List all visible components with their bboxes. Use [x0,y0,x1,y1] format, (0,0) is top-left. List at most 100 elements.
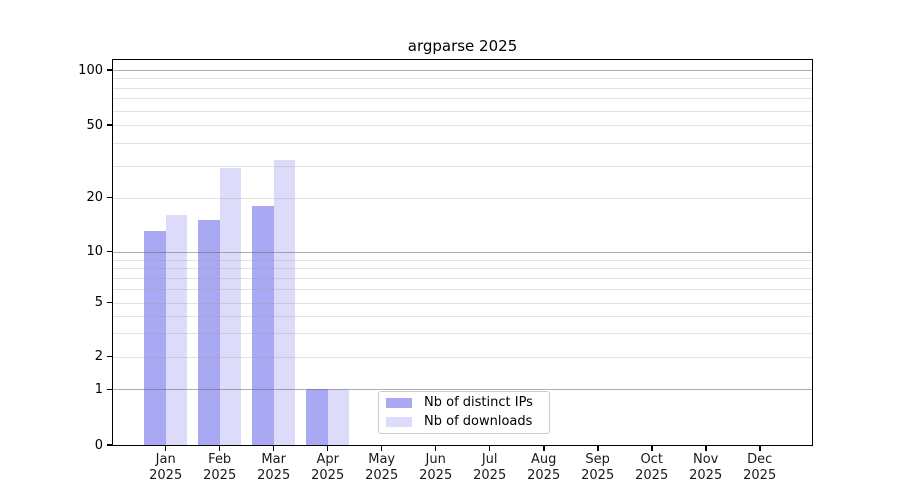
bar-downloads-apr [327,389,350,445]
gridline-major [113,251,812,253]
gridline-minor [113,142,812,144]
bar-distinct-ips-apr [306,389,328,445]
x-tick-month: Apr [316,452,339,467]
x-tick-month: Oct [640,452,663,467]
gridline-minor [113,259,812,261]
x-tick-year: 2025 [527,468,561,483]
x-tick-label: Aug 2025 [512,452,576,484]
legend: Nb of distinct IPs Nb of downloads [378,391,550,434]
y-tick-label: 10 [86,244,103,260]
legend-item-distinct-ips: Nb of distinct IPs [379,394,549,412]
x-tick-mark [326,446,329,451]
x-tick-mark [272,446,275,451]
y-tick-label: 100 [78,62,103,78]
bar-downloads-jan [165,215,188,445]
x-tick-label: Oct 2025 [620,452,684,484]
x-tick-year: 2025 [365,468,399,483]
x-tick-mark [651,446,653,451]
x-tick-year: 2025 [743,468,777,483]
gridline-minor [113,98,812,100]
x-tick-label: May 2025 [350,452,414,484]
x-tick-mark [705,446,707,451]
x-tick-label: Feb 2025 [188,452,252,484]
x-tick-year: 2025 [257,468,291,483]
x-tick-year: 2025 [311,468,345,483]
y-tick-label: 20 [86,190,103,206]
bar-distinct-ips-mar [252,205,274,445]
y-tick-label: 5 [94,295,103,311]
x-tick-label: Jan 2025 [134,452,198,484]
legend-item-downloads: Nb of downloads [379,414,549,432]
x-tick-mark [597,446,599,451]
y-tick-mark [107,444,113,446]
y-tick-mark [107,196,113,199]
gridline-major [113,389,812,391]
x-tick-month: Aug [530,452,557,467]
x-tick-mark [218,446,221,451]
x-tick-month: Sep [585,452,610,467]
gridline-minor [113,268,812,270]
x-tick-year: 2025 [203,468,237,483]
x-tick-label: Jul 2025 [458,452,522,484]
x-tick-year: 2025 [635,468,669,483]
x-tick-label: Nov 2025 [674,452,738,484]
x-tick-month: Jul [481,452,498,467]
gridline-minor [113,332,812,334]
x-tick-year: 2025 [689,468,723,483]
gridline-major [113,70,812,71]
x-tick-month: May [368,452,396,467]
gridline-minor [113,289,812,291]
plot-area: Nb of distinct IPs Nb of downloads [113,60,812,445]
legend-swatch-distinct-ips-icon [386,397,412,408]
gridline-minor [113,87,812,89]
x-tick-month: Jun [425,452,446,467]
y-tick-mark [107,250,113,253]
legend-swatch-downloads-icon [386,417,412,428]
x-tick-mark [164,446,167,451]
x-tick-mark [488,446,491,451]
x-tick-year: 2025 [149,468,183,483]
x-tick-mark [380,446,383,451]
y-tick-label: 50 [86,117,103,133]
x-tick-month: Feb [208,452,232,467]
x-tick-year: 2025 [473,468,507,483]
y-tick-mark [107,124,113,126]
x-tick-month: Nov [693,452,719,467]
x-tick-month: Dec [747,452,773,467]
x-tick-month: Jan [155,452,176,467]
x-tick-mark [434,446,437,451]
x-tick-year: 2025 [581,468,615,483]
x-tick-month: Mar [261,452,286,467]
y-tick-label: 2 [94,349,103,365]
y-tick-mark [107,355,113,358]
x-tick-label: Sep 2025 [566,452,630,484]
x-tick-label: Jun 2025 [404,452,468,484]
x-tick-mark [759,446,761,451]
y-tick-mark [107,69,113,71]
bar-distinct-ips-jan [144,231,166,445]
gridline-minor [113,356,812,358]
gridline-minor [113,302,812,304]
legend-label-distinct-ips: Nb of distinct IPs [424,394,533,410]
gridline-minor [113,165,812,167]
chart-title: argparse 2025 [407,37,518,55]
gridline-minor [113,277,812,279]
bar-downloads-mar [273,160,296,445]
y-tick-mark [107,388,113,391]
x-tick-year: 2025 [419,468,453,483]
y-tick-label: 1 [94,381,103,397]
y-tick-label: 0 [94,437,103,453]
y-tick-mark [107,301,113,304]
gridline-minor [113,315,812,317]
legend-label-downloads: Nb of downloads [424,414,533,430]
x-tick-mark [543,446,545,451]
bar-downloads-feb [219,168,242,445]
x-tick-label: Mar 2025 [242,452,306,484]
bar-distinct-ips-feb [198,220,220,445]
gridline-minor [113,197,812,199]
x-tick-label: Dec 2025 [728,452,792,484]
gridline-minor [113,78,812,80]
gridline-minor [113,110,812,112]
x-tick-label: Apr 2025 [296,452,360,484]
